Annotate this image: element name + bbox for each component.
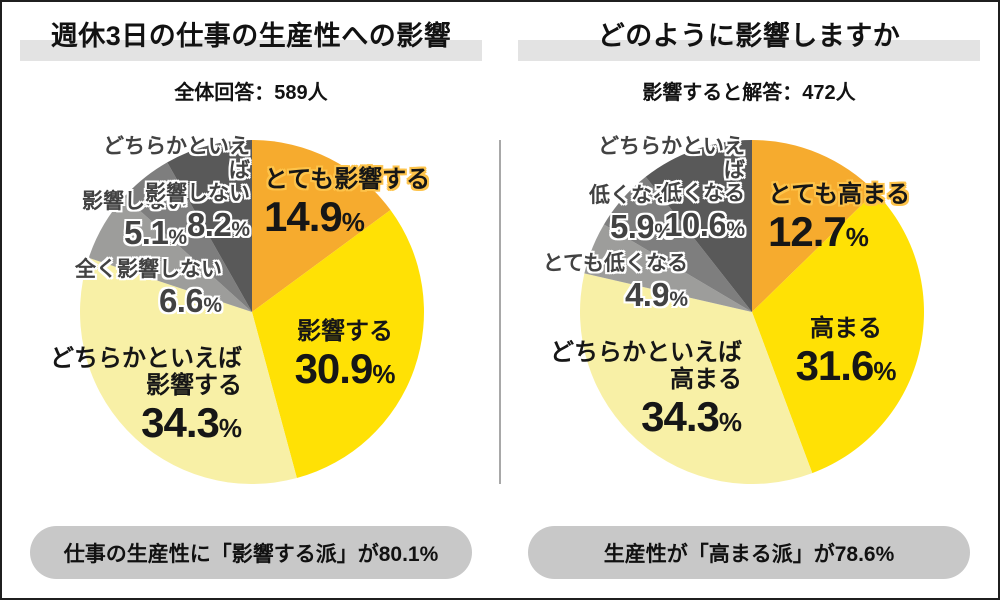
summary-callout-right: 生産性が「高まる派」が78.6% <box>528 526 970 579</box>
slice-percent: 8.2% <box>186 205 250 243</box>
slice-name: どちらかといえば <box>550 339 742 366</box>
title-highlight-band <box>20 40 482 61</box>
page-title: どのように影響しますか <box>597 21 901 51</box>
page-title: 週休3日の仕事の生産性への影響 <box>50 21 452 51</box>
slice-name: 高まる <box>670 365 742 393</box>
pie-slice <box>580 273 813 484</box>
slice-percent: 34.3% <box>641 392 742 440</box>
slice-percent: 5.9% <box>609 207 673 245</box>
respondent-count: 影響すると解答：472人 <box>642 82 856 104</box>
slice-percent: 5.1% <box>123 213 187 251</box>
panel-how-it-affects: どのように影響しますか 影響すると解答：472人 とても高まる 12.7% 高ま… <box>500 2 998 598</box>
pie-label-greatly-decrease: とても低くなる 4.9% <box>528 252 688 311</box>
slice-name: 低くなる <box>589 184 673 207</box>
slice-name: どちらかといえば <box>598 135 745 182</box>
pie-label-very-affected: とても影響する 14.9% <box>264 166 431 240</box>
slice-percent: 6.6% <box>158 281 222 319</box>
pie-chart-area: とても影響する 14.9% 影響する 30.9% どちらかといえば 影響する 3… <box>2 122 500 507</box>
pie-label-somewhat-decrease: どちらかといえば 低くなる 10.6% <box>586 135 745 241</box>
divider-line <box>499 140 501 484</box>
respondent-count: 全体回答：589人 <box>174 82 328 104</box>
slice-percent: 31.6% <box>795 341 897 389</box>
pie-slice <box>88 196 252 312</box>
pie-label-decrease: 低くなる 5.9% <box>518 184 673 243</box>
pie-label-greatly-increase: とても高まる 12.7% <box>768 181 911 255</box>
pie-label-somewhat-increase: どちらかといえば 高まる 34.3% <box>526 339 742 440</box>
pie-chart-area: とても高まる 12.7% 高まる 31.6% どちらかといえば 高まる 34.3… <box>500 122 998 507</box>
pie-slice <box>584 224 752 312</box>
pie-label-affected: 影響する 30.9% <box>247 318 443 392</box>
pie-slice <box>252 140 391 312</box>
slice-percent: 30.9% <box>294 344 396 392</box>
slice-name: とても低くなる <box>542 252 688 275</box>
panel-productivity-impact: 週休3日の仕事の生産性への影響 全体回答：589人 とても影響する 14.9% … <box>2 2 500 598</box>
pie-label-somewhat-affected: どちらかといえば 影響する 34.3% <box>28 345 242 446</box>
pie-label-not-affected-at-all: 全く影響しない 6.6% <box>40 258 222 317</box>
pie-slice <box>752 140 876 312</box>
slice-percent: 34.3% <box>141 398 242 446</box>
slice-name: とても高まる <box>768 181 911 208</box>
slice-name: 影響する <box>297 318 393 345</box>
slice-percent: 14.9% <box>264 192 365 240</box>
pie-slice <box>167 140 252 312</box>
pie-slice <box>80 257 297 484</box>
slice-name: 影響する <box>146 371 242 399</box>
pie-label-not-affected: 影響しない 5.1% <box>22 190 187 249</box>
pie-slice <box>124 162 252 312</box>
slice-name: 低くなる <box>661 182 745 206</box>
slice-name: 影響しない <box>82 190 187 213</box>
slice-percent: 10.6% <box>664 205 745 243</box>
slice-name: どちらかといえば <box>50 345 242 372</box>
slice-percent: 4.9% <box>624 275 688 313</box>
pie-label-somewhat-not-affected: どちらかといえば 影響しない 8.2% <box>88 135 250 241</box>
slice-name: 高まる <box>810 315 882 342</box>
pie-label-increase: 高まる 31.6% <box>748 315 944 389</box>
slice-name: どちらかといえば <box>103 135 250 182</box>
slice-percent: 12.7% <box>768 207 869 255</box>
slice-name: 影響しない <box>145 182 250 206</box>
pie-slice <box>645 140 752 312</box>
pie-chart-how-it-affects <box>580 140 924 484</box>
slice-name: とても影響する <box>264 166 431 193</box>
title-highlight-band <box>518 40 980 61</box>
pie-chart-productivity-impact <box>80 140 424 484</box>
slice-name: 全く影響しない <box>75 258 222 281</box>
pie-slice <box>603 176 752 312</box>
pie-slice <box>252 210 424 479</box>
pie-slice <box>752 191 924 474</box>
summary-callout-left: 仕事の生産性に「影響する派」が80.1% <box>30 526 472 579</box>
